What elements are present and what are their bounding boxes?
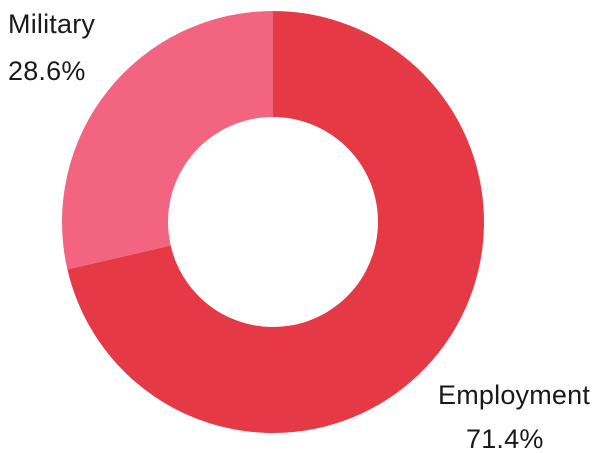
slice-name-employment: Employment xyxy=(438,380,590,410)
slice-employment xyxy=(67,11,485,433)
slice-name-military: Military xyxy=(8,9,95,39)
slice-military xyxy=(61,11,274,270)
slice-value-military: 28.6% xyxy=(8,56,86,86)
slice-label-military: Military 28.6% xyxy=(8,9,95,86)
slices-group xyxy=(61,11,485,433)
slice-label-employment: Employment 71.4% xyxy=(438,380,590,453)
slice-value-employment: 71.4% xyxy=(466,424,544,453)
